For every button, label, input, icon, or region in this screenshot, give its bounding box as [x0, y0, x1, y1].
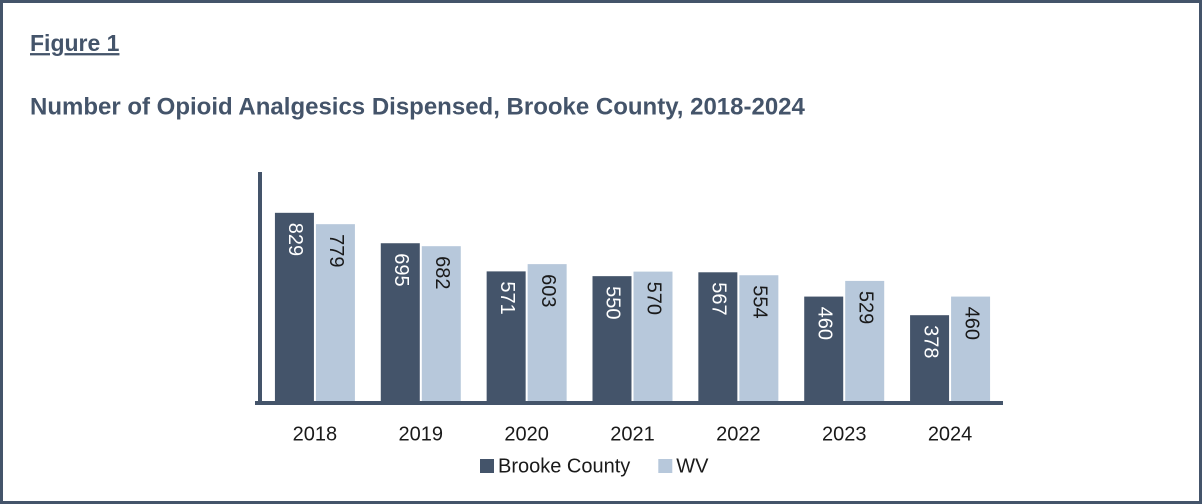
data-label: 460: [960, 307, 982, 340]
legend-swatch: [480, 459, 494, 473]
bar: [486, 271, 526, 401]
chart: Figure 1 Number of Opioid Analgesics Dis…: [30, 30, 1003, 477]
data-label: 567: [708, 282, 730, 315]
data-label: 682: [431, 256, 453, 289]
x-tick-label: 2020: [504, 423, 549, 445]
bar: [315, 224, 355, 401]
data-label: 378: [919, 325, 941, 358]
x-tick-label: 2022: [716, 423, 761, 445]
data-label: 571: [496, 281, 518, 314]
bar: [592, 276, 632, 401]
bar: [845, 280, 885, 401]
data-label: 529: [854, 291, 876, 324]
bar: [633, 271, 673, 401]
data-label: 779: [325, 234, 347, 267]
data-label: 554: [749, 285, 771, 318]
x-tick-label: 2018: [293, 423, 338, 445]
bar: [421, 246, 461, 401]
bar: [910, 315, 950, 401]
data-label: 695: [390, 253, 412, 286]
data-label: 603: [537, 274, 559, 307]
x-tick-label: 2021: [610, 423, 655, 445]
chart-title: Number of Opioid Analgesics Dispensed, B…: [30, 93, 806, 120]
x-tick-label: 2019: [399, 423, 444, 445]
bar: [951, 296, 991, 401]
legend-label: WV: [676, 455, 709, 477]
data-label: 550: [602, 286, 624, 319]
bar: [274, 212, 314, 401]
bar: [739, 275, 779, 401]
bar: [527, 264, 567, 401]
bar: [698, 272, 738, 401]
legend-swatch: [658, 459, 673, 473]
x-tick-label: 2023: [822, 423, 867, 445]
data-label: 460: [813, 307, 835, 340]
legend-label: Brooke County: [498, 455, 630, 477]
figure-label: Figure 1: [30, 30, 120, 56]
data-label: 570: [643, 282, 665, 315]
x-tick-label: 2024: [928, 423, 973, 445]
bar: [804, 296, 844, 401]
bar: [380, 243, 420, 401]
data-label: 829: [284, 223, 306, 256]
